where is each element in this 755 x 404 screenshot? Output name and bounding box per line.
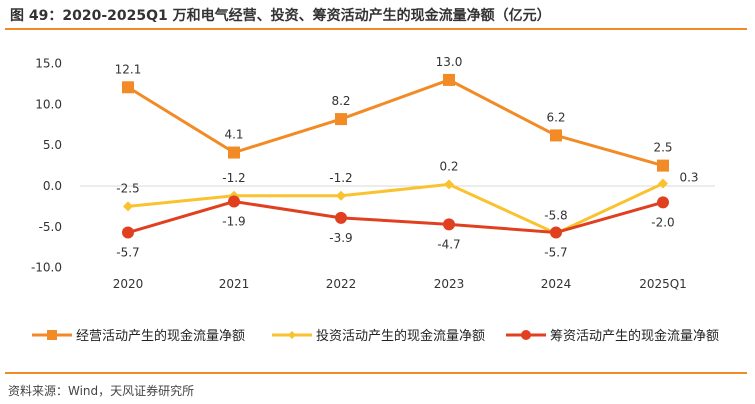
legend-marker	[47, 330, 57, 340]
data-label: 0.3	[679, 171, 698, 185]
data-label: -2.5	[116, 181, 139, 195]
data-label: 8.2	[331, 94, 350, 108]
data-label: 6.2	[546, 110, 565, 124]
data-label: -5.8	[544, 208, 567, 222]
chart-title: 图 49：2020-2025Q1 万和电气经营、投资、筹资活动产生的现金流量净额…	[10, 8, 551, 24]
data-label: 4.1	[224, 128, 243, 142]
data-point-circle	[550, 226, 562, 239]
source-divider	[5, 372, 747, 374]
data-point-diamond	[444, 179, 454, 190]
data-label: 2.5	[653, 141, 672, 155]
data-label: -1.2	[329, 171, 352, 185]
data-label: -1.2	[222, 171, 245, 185]
data-point-square	[228, 146, 240, 159]
data-label: 13.0	[436, 55, 463, 69]
data-label: -3.9	[329, 231, 352, 245]
data-point-square	[550, 129, 562, 142]
y-tick-label: 0.0	[43, 179, 62, 193]
data-label: -1.9	[222, 215, 245, 229]
series-line	[127, 182, 664, 235]
y-tick-label: 10.0	[35, 97, 62, 111]
data-label: -4.7	[437, 237, 460, 251]
source-note: 资料来源：Wind，天风证券研究所	[8, 384, 195, 398]
data-point-diamond	[658, 178, 668, 189]
data-point-circle	[335, 211, 347, 224]
data-point-square	[657, 159, 669, 172]
y-tick-label: -10.0	[31, 261, 62, 275]
legend-marker	[288, 331, 296, 339]
y-tick-label: 15.0	[35, 57, 62, 71]
data-label: 0.2	[439, 159, 458, 173]
x-tick-label: 2022	[326, 277, 357, 291]
data-point-diamond	[336, 190, 346, 201]
data-label: -5.7	[544, 246, 567, 260]
y-tick-label: -5.0	[39, 220, 62, 234]
x-tick-label: 2020	[113, 277, 144, 291]
data-point-square	[122, 81, 134, 94]
data-point-circle	[228, 195, 240, 208]
x-tick-label: 2025Q1	[639, 277, 687, 291]
data-point-circle	[122, 226, 134, 239]
legend-label: 筹资活动产生的现金流量净额	[550, 328, 719, 344]
y-tick-label: 5.0	[43, 138, 62, 152]
data-label: 12.1	[115, 62, 142, 76]
x-tick-label: 2021	[219, 277, 250, 291]
series-line	[127, 199, 664, 235]
data-point-circle	[443, 218, 455, 231]
legend-label: 投资活动产生的现金流量净额	[316, 328, 485, 344]
legend-marker	[521, 330, 531, 340]
data-point-circle	[657, 196, 669, 209]
data-label: -2.0	[651, 215, 674, 229]
x-tick-label: 2024	[541, 277, 572, 291]
title-divider	[5, 28, 747, 30]
series-line	[127, 78, 664, 168]
legend-label: 经营活动产生的现金流量净额	[76, 328, 245, 344]
data-point-square	[335, 113, 347, 126]
data-point-diamond	[123, 201, 133, 212]
x-tick-label: 2023	[434, 277, 465, 291]
data-label: -5.7	[116, 246, 139, 260]
data-point-square	[443, 73, 455, 86]
